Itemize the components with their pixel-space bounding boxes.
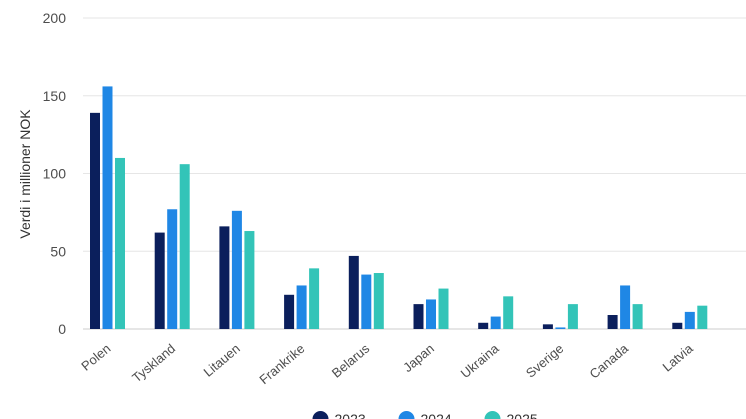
- bar-belarus-2024[interactable]: [361, 274, 372, 329]
- bar-latvia-2024[interactable]: [684, 311, 695, 329]
- bar-polen-2023[interactable]: [90, 112, 100, 329]
- legend-label-2023[interactable]: 2023: [335, 411, 366, 419]
- x-tick-label: Frankrike: [256, 341, 307, 387]
- x-axis-labels: Polen Tyskland Litauen Frankrike Belarus Japa…: [78, 340, 696, 387]
- bar-sverige-2024[interactable]: [555, 327, 566, 329]
- bar-belarus-2023[interactable]: [348, 255, 359, 329]
- bar-belarus-2025[interactable]: [373, 273, 384, 329]
- bar-litauen-2025[interactable]: [244, 231, 255, 329]
- legend[interactable]: 2023 2024 2025: [312, 411, 538, 419]
- y-tick-label: 0: [58, 321, 66, 337]
- bar-sverige-2025[interactable]: [567, 304, 578, 329]
- bar-frankrike-2025[interactable]: [309, 268, 320, 329]
- bar-sverige-2023[interactable]: [542, 324, 553, 329]
- legend-marker-2023[interactable]: [312, 411, 329, 419]
- x-tick-label: Polen: [78, 341, 113, 374]
- bar-tyskland-2024[interactable]: [167, 209, 178, 329]
- bar-ukraina-2023[interactable]: [478, 322, 489, 329]
- x-tick-label: Sverige: [523, 341, 566, 381]
- y-axis-title: Verdi i millioner NOK: [17, 109, 33, 239]
- x-tick-label: Latvia: [660, 340, 697, 374]
- bar-litauen-2024[interactable]: [231, 210, 242, 329]
- y-tick-label: 150: [43, 88, 67, 104]
- x-tick-label: Canada: [586, 340, 631, 381]
- bar-latvia-2025[interactable]: [697, 305, 708, 329]
- bar-latvia-2023[interactable]: [672, 322, 683, 329]
- bar-japan-2024[interactable]: [426, 299, 436, 329]
- y-tick-label: 50: [50, 243, 66, 259]
- bar-polen-2024[interactable]: [102, 86, 113, 329]
- y-tick-label: 200: [43, 10, 67, 26]
- bar-frankrike-2024[interactable]: [296, 285, 307, 329]
- bar-tyskland-2025[interactable]: [179, 164, 190, 329]
- bar-japan-2023[interactable]: [413, 304, 424, 329]
- bar-japan-2025[interactable]: [438, 288, 449, 329]
- bar-litauen-2023[interactable]: [219, 226, 230, 329]
- legend-marker-2024[interactable]: [398, 411, 415, 419]
- bars: [90, 86, 708, 329]
- x-tick-label: Ukraina: [458, 340, 503, 381]
- bar-ukraina-2025[interactable]: [503, 296, 514, 329]
- bar-canada-2025[interactable]: [632, 304, 643, 329]
- bar-polen-2025[interactable]: [115, 157, 125, 329]
- legend-label-2025[interactable]: 2025: [507, 411, 538, 419]
- legend-marker-2025[interactable]: [484, 411, 501, 419]
- y-axis-ticks: 0 50 100 150 200: [43, 10, 67, 337]
- bar-tyskland-2023[interactable]: [154, 232, 165, 329]
- x-tick-label: Tyskland: [129, 341, 178, 385]
- bar-canada-2023[interactable]: [607, 315, 618, 329]
- x-tick-label: Belarus: [329, 340, 373, 380]
- y-tick-label: 100: [43, 166, 67, 182]
- legend-label-2024[interactable]: 2024: [421, 411, 452, 419]
- x-tick-label: Litauen: [201, 341, 243, 380]
- x-tick-label: Japan: [400, 341, 437, 375]
- bar-frankrike-2023[interactable]: [284, 294, 295, 329]
- bar-canada-2024[interactable]: [620, 285, 631, 329]
- bar-ukraina-2024[interactable]: [490, 316, 501, 329]
